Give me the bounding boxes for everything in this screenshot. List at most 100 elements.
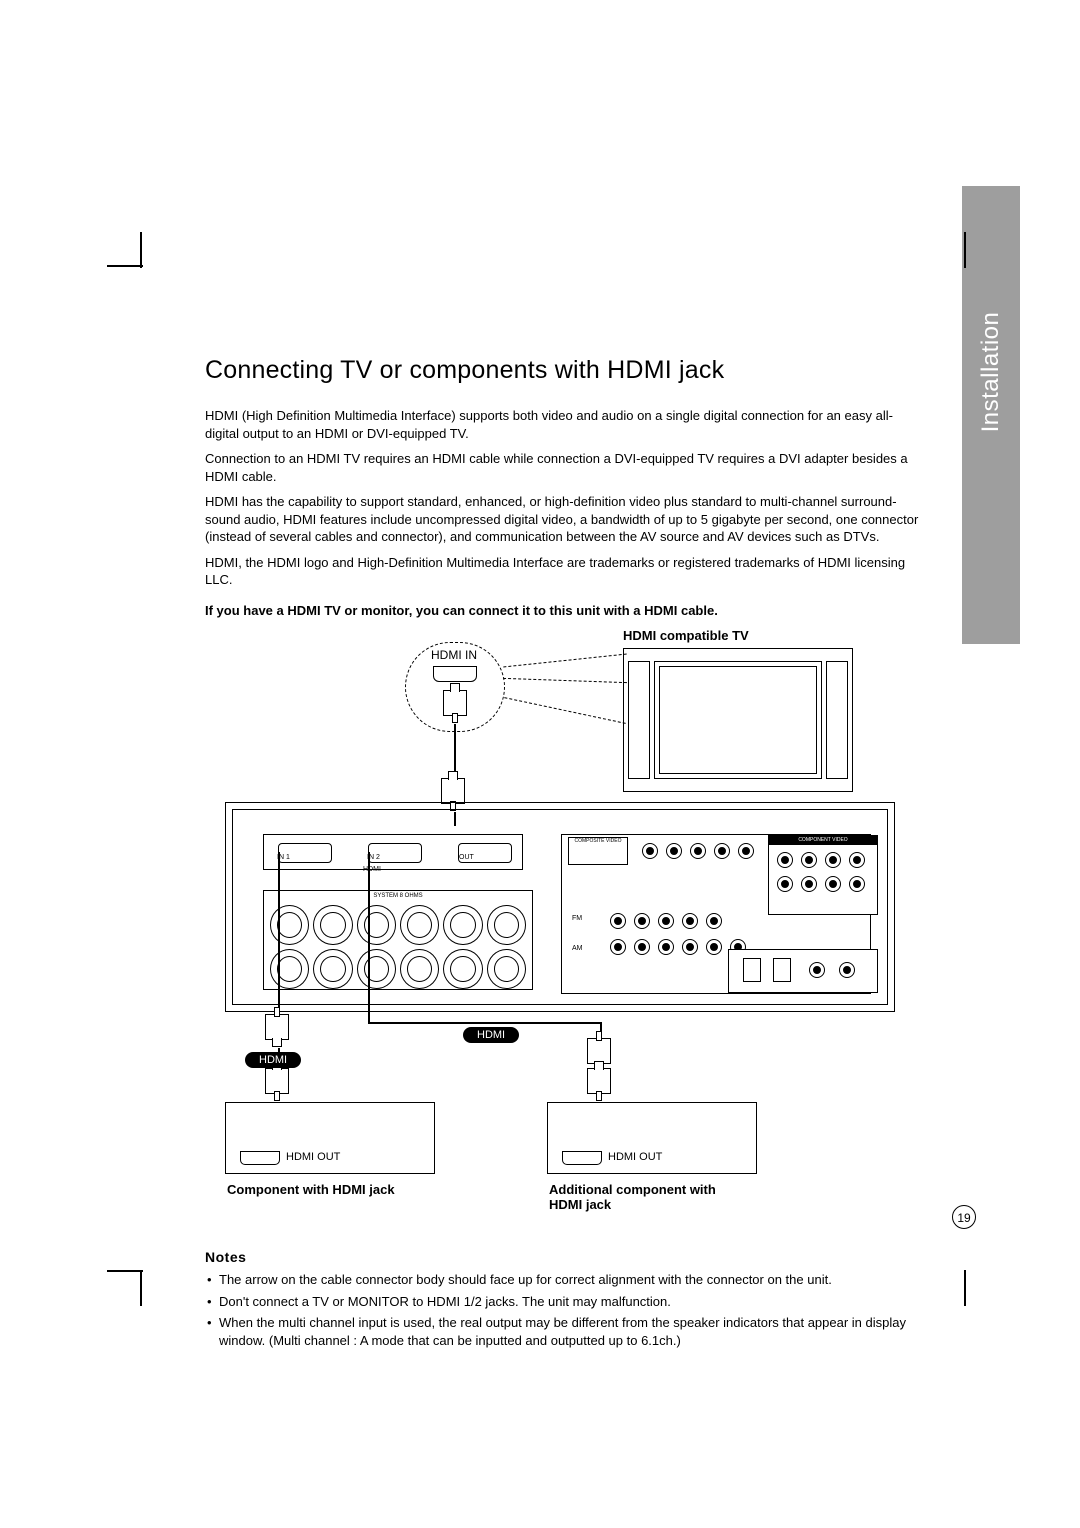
section-tab: Installation: [962, 186, 1020, 644]
coaxial-jack: [809, 962, 825, 978]
hdmi-in-label: HDMI IN: [431, 648, 477, 662]
hdmi-plug-icon: [265, 1068, 289, 1094]
intro-paragraph: HDMI (High Definition Multimedia Interfa…: [205, 407, 925, 442]
component-box: HDMI OUT: [225, 1102, 435, 1174]
hdmi-cable-pill: HDMI: [245, 1052, 301, 1068]
page-number: 19: [952, 1205, 976, 1229]
hdmi-plug-icon: [587, 1068, 611, 1094]
fm-label: FM: [572, 915, 582, 922]
rca-jack: [825, 876, 841, 892]
crop-mark: [140, 1270, 142, 1306]
manual-page: Installation Connecting TV or components…: [0, 0, 1080, 1528]
rca-jack: [610, 913, 626, 929]
hdmi-out-label: OUT: [459, 854, 474, 861]
tv-icon: [623, 648, 853, 792]
speaker-terminal: [487, 905, 526, 945]
crop-mark: [964, 232, 966, 268]
intro-paragraph: HDMI has the capability to support stand…: [205, 493, 925, 546]
rca-jack: [690, 843, 706, 859]
page-title: Connecting TV or components with HDMI ja…: [205, 356, 925, 385]
component-video-block: COMPONENT VIDEO: [768, 835, 878, 915]
connection-diagram: HDMI compatible TV HDMI IN: [205, 632, 925, 1202]
hdmi-port-icon: [240, 1151, 280, 1165]
hdmi-port-row: [263, 834, 523, 870]
hdmi-row-label: HDMI: [363, 866, 381, 873]
tv-screen-inner: [659, 666, 817, 774]
speaker-terminal: [443, 949, 482, 989]
rca-jack: [682, 913, 698, 929]
hdmi-cable: [368, 1022, 600, 1024]
speaker-terminal: [487, 949, 526, 989]
receiver-inner: IN 1 IN 2 OUT HDMI SYSTEM 8 OHMS: [232, 809, 888, 1005]
speaker-terminal: [357, 949, 396, 989]
rca-jack: [642, 843, 658, 859]
coaxial-jack: [839, 962, 855, 978]
rca-jack: [658, 939, 674, 955]
note-item: When the multi channel input is used, th…: [205, 1314, 925, 1349]
rca-jack: [634, 939, 650, 955]
hdmi-plug-icon: [441, 778, 465, 804]
hdmi-out-label: HDMI OUT: [286, 1151, 340, 1163]
speaker-terminal: [443, 905, 482, 945]
rca-jack: [666, 843, 682, 859]
speaker-terminal: [313, 949, 352, 989]
rca-jack: [706, 913, 722, 929]
hdmi-out-label: HDMI OUT: [608, 1151, 662, 1163]
rca-jack: [849, 876, 865, 892]
tv-speaker-right: [826, 661, 848, 779]
optical-jack: [773, 958, 791, 982]
rca-jack: [801, 876, 817, 892]
crop-mark: [107, 1270, 143, 1272]
note-item: The arrow on the cable connector body sh…: [205, 1271, 925, 1289]
notes-title: Notes: [205, 1249, 925, 1265]
rca-jack: [714, 843, 730, 859]
instruction-line: If you have a HDMI TV or monitor, you ca…: [205, 603, 925, 618]
rca-jack: [825, 852, 841, 868]
rca-jack: [777, 852, 793, 868]
component-caption: Component with HDMI jack: [227, 1182, 395, 1197]
rca-jack: [610, 939, 626, 955]
receiver-rear-panel: IN 1 IN 2 OUT HDMI SYSTEM 8 OHMS: [225, 802, 895, 1012]
hdmi-cable-pill: HDMI: [463, 1027, 519, 1043]
speaker-terminal: [270, 905, 309, 945]
rca-jack: [738, 843, 754, 859]
callout-line: [503, 653, 626, 667]
rca-jack: [849, 852, 865, 868]
speaker-title: SYSTEM 8 OHMS: [264, 893, 532, 899]
tv-label: HDMI compatible TV: [623, 628, 749, 643]
component-box: HDMI OUT: [547, 1102, 757, 1174]
hdmi-port-icon: [562, 1151, 602, 1165]
composite-video-label: COMPOSITE VIDEO: [568, 837, 628, 865]
speaker-terminal: [313, 905, 352, 945]
speaker-terminal: [400, 905, 439, 945]
speaker-terminal: [400, 949, 439, 989]
crop-mark: [964, 1270, 966, 1306]
rca-jack: [682, 939, 698, 955]
av-panel: COMPOSITE VIDEO COMPONENT VIDEO: [561, 834, 871, 994]
component-video-title: COMPONENT VIDEO: [769, 835, 877, 845]
rca-jack: [777, 876, 793, 892]
intro-paragraph: HDMI, the HDMI logo and High-Definition …: [205, 554, 925, 589]
speaker-terminal: [270, 949, 309, 989]
intro-paragraph: Connection to an HDMI TV requires an HDM…: [205, 450, 925, 485]
note-item: Don't connect a TV or MONITOR to HDMI 1/…: [205, 1293, 925, 1311]
tv-speaker-left: [628, 661, 650, 779]
optical-jack: [743, 958, 761, 982]
speaker-terminals: SYSTEM 8 OHMS: [263, 890, 533, 990]
hdmi-cable: [368, 852, 370, 1022]
rca-jack: [658, 913, 674, 929]
speaker-terminal: [357, 905, 396, 945]
notes-section: Notes The arrow on the cable connector b…: [205, 1249, 925, 1353]
component-caption: Additional component with HDMI jack: [549, 1182, 749, 1212]
callout-line: [503, 678, 627, 683]
tv-screen: [654, 661, 822, 779]
callout-line: [504, 697, 625, 724]
hdmi-plug-icon: [265, 1014, 289, 1040]
speaker-row: [270, 949, 526, 989]
hdmi-port-icon: [433, 666, 477, 682]
rca-jack: [706, 939, 722, 955]
rca-jack: [801, 852, 817, 868]
speaker-row: [270, 905, 526, 945]
section-tab-label: Installation: [977, 312, 1005, 433]
digital-audio-block: [728, 949, 878, 993]
